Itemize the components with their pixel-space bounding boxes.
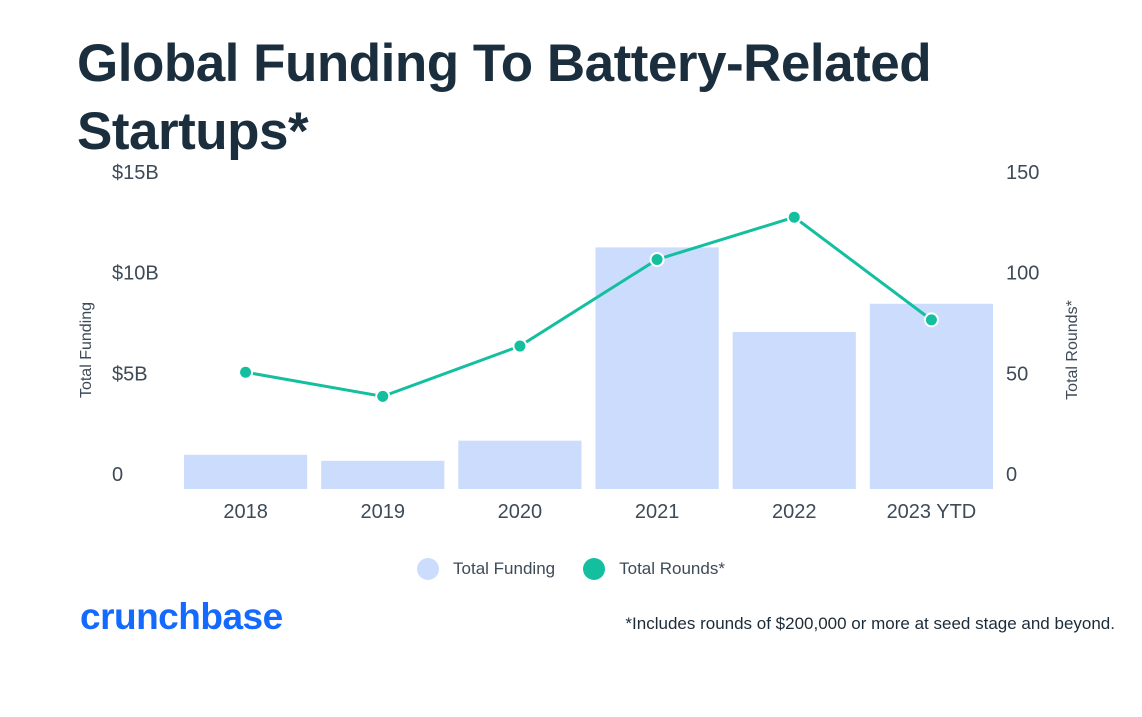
line-point bbox=[375, 388, 391, 404]
left-axis-ticks: 0 $5B $10B $15B bbox=[112, 162, 159, 486]
right-tick-label: 100 bbox=[1006, 263, 1039, 285]
bar bbox=[184, 454, 308, 489]
legend: Total Funding Total Rounds* bbox=[0, 558, 1142, 580]
bar bbox=[732, 331, 856, 489]
x-tick-label: 2019 bbox=[361, 501, 406, 523]
bar-series bbox=[184, 247, 993, 489]
chart: 0 $5B $10B $15B 0 50 100 150 Total Funding Tot… bbox=[78, 162, 1081, 523]
legend-label-funding: Total Funding bbox=[453, 559, 556, 578]
line-point bbox=[923, 312, 939, 328]
right-axis-label: Total Rounds* bbox=[1064, 300, 1081, 400]
line-point bbox=[512, 338, 528, 354]
right-tick-label: 0 bbox=[1006, 464, 1017, 486]
footnote: *Includes rounds of $200,000 or more at … bbox=[625, 614, 1115, 633]
left-tick-label: 0 bbox=[112, 464, 123, 486]
chart-title: Global Funding To Battery-Related Startu… bbox=[77, 34, 932, 161]
line-series bbox=[238, 209, 939, 404]
bar bbox=[321, 460, 445, 489]
left-tick-label: $5B bbox=[112, 363, 148, 385]
line-point bbox=[786, 209, 802, 225]
rounds-line bbox=[245, 215, 933, 398]
legend-item-rounds: Total Rounds* bbox=[583, 558, 725, 580]
bar bbox=[869, 303, 993, 489]
legend-swatch-rounds bbox=[583, 558, 606, 580]
right-tick-label: 50 bbox=[1006, 363, 1028, 385]
left-tick-label: $10B bbox=[112, 263, 159, 285]
x-tick-label: 2018 bbox=[223, 501, 268, 523]
left-tick-label: $15B bbox=[112, 162, 159, 184]
crunchbase-logo: crunchbase bbox=[80, 596, 283, 637]
legend-label-rounds: Total Rounds* bbox=[619, 559, 725, 578]
x-axis-labels: 2018 2019 2020 2021 2022 2023 YTD bbox=[223, 501, 976, 523]
x-tick-label: 2022 bbox=[772, 501, 817, 523]
legend-swatch-funding bbox=[417, 558, 440, 580]
right-tick-label: 150 bbox=[1006, 162, 1039, 184]
line-point bbox=[649, 251, 665, 267]
x-tick-label: 2023 YTD bbox=[887, 501, 977, 523]
right-axis-ticks: 0 50 100 150 bbox=[1006, 162, 1039, 486]
bar bbox=[595, 247, 719, 489]
left-axis-label: Total Funding bbox=[78, 302, 95, 398]
x-tick-label: 2021 bbox=[635, 501, 680, 523]
legend-item-funding: Total Funding bbox=[417, 558, 555, 580]
x-tick-label: 2020 bbox=[498, 501, 543, 523]
line-point bbox=[238, 364, 254, 380]
bar bbox=[458, 440, 582, 489]
